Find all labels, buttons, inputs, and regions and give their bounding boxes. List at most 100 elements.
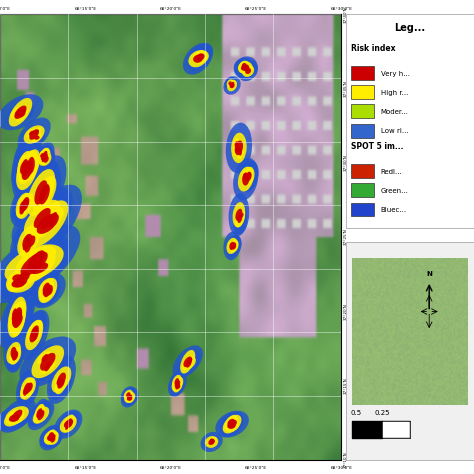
Ellipse shape: [232, 137, 244, 161]
Ellipse shape: [43, 283, 50, 293]
Text: 37°35'N: 37°35'N: [344, 80, 348, 97]
Ellipse shape: [41, 154, 52, 166]
Ellipse shape: [12, 186, 39, 219]
Ellipse shape: [233, 243, 236, 248]
Ellipse shape: [235, 146, 238, 153]
Ellipse shape: [44, 426, 59, 443]
Ellipse shape: [19, 200, 28, 212]
Ellipse shape: [47, 435, 58, 445]
Ellipse shape: [43, 285, 53, 296]
Ellipse shape: [41, 148, 49, 159]
Ellipse shape: [238, 166, 254, 191]
Ellipse shape: [238, 61, 258, 81]
Ellipse shape: [176, 383, 182, 391]
Ellipse shape: [242, 65, 254, 77]
Ellipse shape: [15, 102, 31, 121]
Ellipse shape: [32, 127, 41, 137]
Ellipse shape: [38, 145, 52, 163]
Ellipse shape: [16, 193, 32, 219]
Ellipse shape: [229, 83, 235, 88]
Ellipse shape: [37, 351, 52, 365]
Ellipse shape: [27, 400, 54, 430]
Ellipse shape: [39, 185, 50, 204]
Ellipse shape: [193, 51, 207, 63]
Ellipse shape: [234, 141, 246, 164]
Ellipse shape: [5, 406, 29, 424]
Ellipse shape: [36, 408, 42, 416]
Ellipse shape: [35, 404, 45, 420]
Ellipse shape: [34, 208, 51, 228]
Ellipse shape: [240, 63, 253, 75]
Ellipse shape: [12, 310, 22, 324]
Ellipse shape: [121, 386, 136, 403]
Ellipse shape: [172, 377, 183, 392]
Ellipse shape: [45, 430, 56, 445]
Ellipse shape: [13, 351, 18, 360]
Ellipse shape: [37, 410, 45, 420]
Ellipse shape: [2, 236, 70, 285]
Ellipse shape: [242, 64, 249, 71]
Ellipse shape: [237, 206, 246, 225]
Ellipse shape: [237, 214, 242, 223]
Ellipse shape: [22, 160, 33, 180]
Ellipse shape: [35, 173, 54, 207]
Ellipse shape: [25, 385, 31, 395]
Ellipse shape: [12, 351, 15, 357]
Ellipse shape: [228, 419, 235, 425]
Ellipse shape: [247, 173, 251, 179]
Text: 68°10'0"E: 68°10'0"E: [0, 466, 11, 471]
Ellipse shape: [170, 376, 185, 397]
Ellipse shape: [0, 265, 34, 291]
Ellipse shape: [21, 232, 33, 248]
Ellipse shape: [20, 377, 34, 400]
Ellipse shape: [11, 306, 26, 337]
Ellipse shape: [234, 58, 254, 77]
Ellipse shape: [11, 135, 43, 206]
Ellipse shape: [40, 282, 55, 302]
Ellipse shape: [40, 353, 55, 371]
Ellipse shape: [175, 380, 180, 388]
Ellipse shape: [123, 393, 134, 404]
Text: 68°25'0"E: 68°25'0"E: [245, 7, 267, 10]
Ellipse shape: [12, 268, 36, 286]
Ellipse shape: [26, 386, 28, 391]
Ellipse shape: [57, 373, 66, 387]
Ellipse shape: [38, 148, 51, 166]
Ellipse shape: [9, 348, 20, 365]
Ellipse shape: [52, 368, 66, 395]
Ellipse shape: [64, 420, 73, 428]
Ellipse shape: [224, 415, 237, 429]
Ellipse shape: [221, 412, 242, 434]
Text: 68°20'0"E: 68°20'0"E: [160, 7, 182, 10]
Ellipse shape: [230, 84, 234, 89]
Ellipse shape: [10, 416, 19, 421]
Bar: [351, 202, 374, 217]
Ellipse shape: [27, 320, 43, 342]
Text: 37°25'N: 37°25'N: [344, 228, 348, 246]
Ellipse shape: [33, 333, 37, 340]
Ellipse shape: [40, 155, 47, 164]
Ellipse shape: [233, 143, 241, 156]
Ellipse shape: [5, 289, 29, 346]
Ellipse shape: [224, 77, 236, 90]
Ellipse shape: [47, 434, 54, 440]
Ellipse shape: [228, 241, 236, 254]
Ellipse shape: [237, 145, 244, 159]
Ellipse shape: [235, 210, 245, 228]
Ellipse shape: [6, 299, 23, 327]
Ellipse shape: [25, 320, 43, 350]
Ellipse shape: [185, 356, 195, 365]
Ellipse shape: [209, 437, 214, 442]
Ellipse shape: [41, 354, 48, 362]
Ellipse shape: [243, 167, 255, 186]
Ellipse shape: [243, 164, 255, 187]
Ellipse shape: [229, 239, 238, 253]
Ellipse shape: [18, 272, 30, 282]
Ellipse shape: [31, 325, 39, 337]
Ellipse shape: [9, 98, 32, 127]
Ellipse shape: [44, 430, 59, 445]
Text: 68°15'0"E: 68°15'0"E: [74, 7, 96, 10]
Ellipse shape: [226, 417, 238, 429]
Ellipse shape: [49, 368, 73, 400]
Ellipse shape: [210, 439, 215, 443]
